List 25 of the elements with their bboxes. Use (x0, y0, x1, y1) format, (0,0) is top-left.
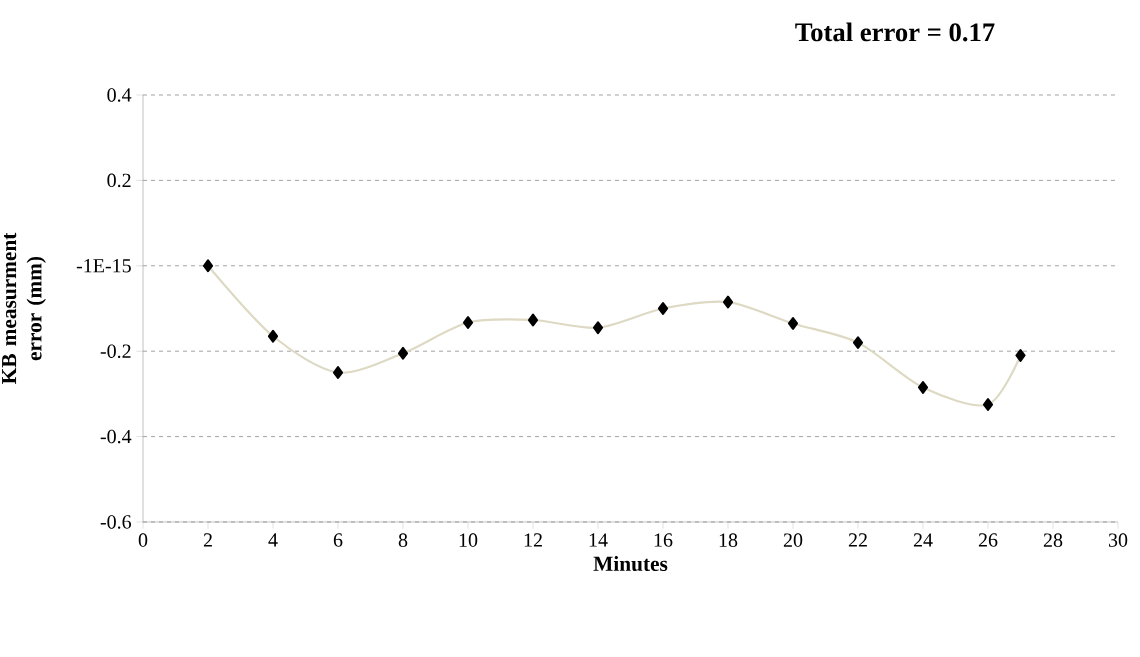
y-tick-label: -1E-15 (76, 259, 131, 273)
x-tick-label: 28 (1043, 533, 1063, 547)
x-tick-label: 22 (848, 533, 867, 547)
y-axis-title: KB measurment error (mm) (2, 232, 46, 384)
y-tick-label: -0.2 (100, 344, 131, 358)
x-tick-label: 30 (1108, 533, 1128, 547)
x-tick-label: 26 (978, 533, 998, 547)
x-tick-label: 0 (138, 533, 148, 547)
y-tick-label: 0.2 (107, 173, 131, 188)
x-tick-label: 2 (203, 533, 212, 547)
x-tick-label: 16 (654, 533, 673, 547)
y-tick-label: 0.4 (107, 88, 132, 102)
x-tick-label: 10 (459, 533, 478, 547)
chart-title: Total error = 0.17 (795, 22, 995, 42)
x-axis-title: Minutes (593, 556, 668, 572)
x-tick-label: 20 (783, 533, 803, 547)
x-tick-label: 4 (268, 533, 278, 547)
x-tick-label: 6 (333, 533, 343, 547)
x-tick-label: 12 (524, 533, 542, 547)
y-tick-label: -0.4 (100, 429, 132, 444)
x-tick-label: 14 (589, 533, 608, 547)
y-tick-label: -0.6 (100, 515, 132, 529)
x-tick-label: 24 (913, 533, 933, 547)
x-tick-label: 18 (719, 533, 738, 547)
x-tick-label: 8 (398, 533, 408, 547)
